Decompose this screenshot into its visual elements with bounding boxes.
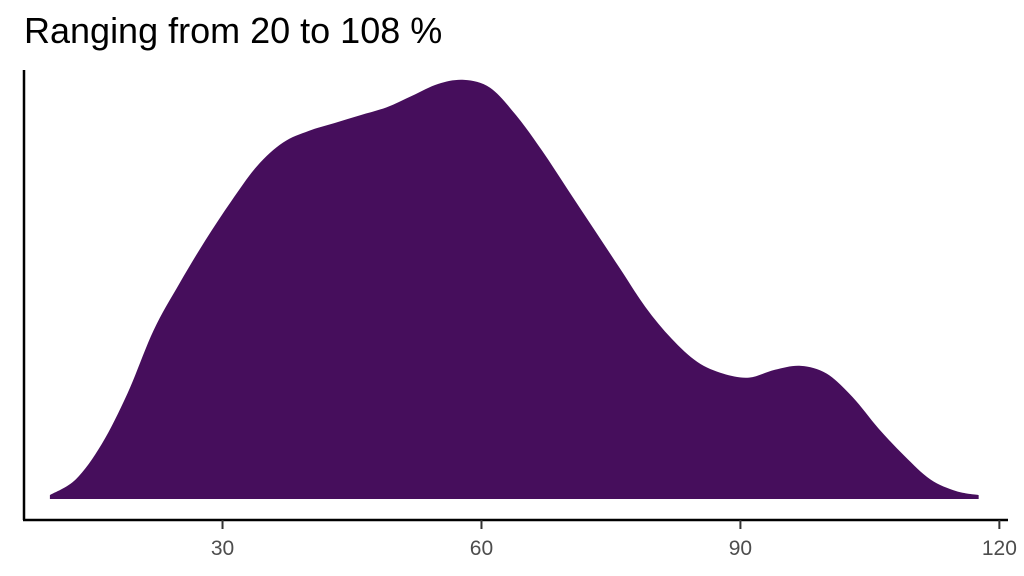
tick-layer: 30 60 90 120 [211, 520, 1017, 560]
x-tick-label: 30 [211, 537, 234, 560]
density-area [49, 79, 979, 499]
x-tick-label: 120 [982, 537, 1017, 560]
area-layer [49, 79, 979, 499]
x-tick-label: 90 [729, 537, 752, 560]
chart-title: Ranging from 20 to 108 % [24, 10, 443, 51]
x-tick-label: 60 [470, 537, 493, 560]
